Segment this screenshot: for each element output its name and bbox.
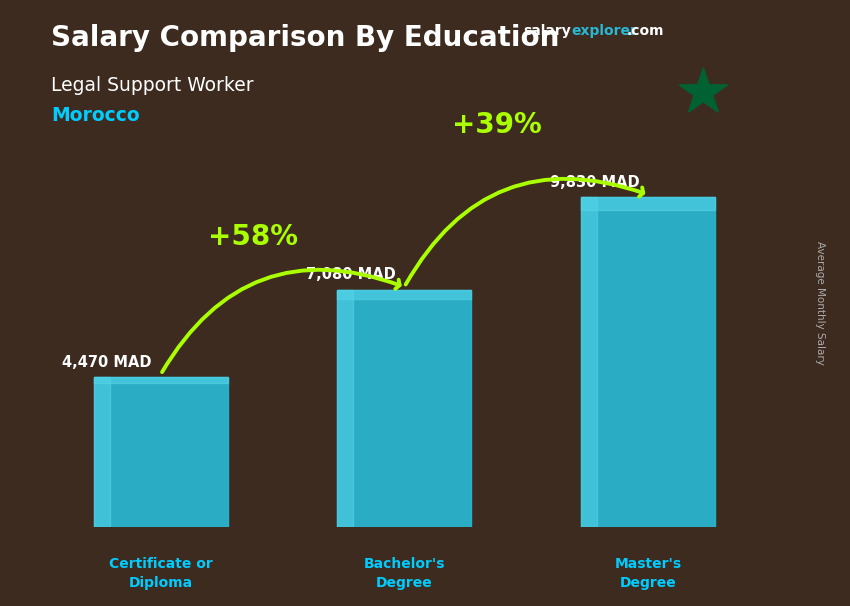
Text: .com: .com [626, 24, 664, 38]
Text: Legal Support Worker: Legal Support Worker [51, 76, 253, 95]
Text: Bachelor's
Degree: Bachelor's Degree [364, 558, 445, 590]
Text: Morocco: Morocco [51, 106, 139, 125]
Bar [581, 198, 597, 527]
Polygon shape [679, 68, 728, 112]
Text: Average Monthly Salary: Average Monthly Salary [815, 241, 825, 365]
Bar [337, 290, 471, 299]
Text: +58%: +58% [208, 224, 298, 251]
Bar [337, 290, 471, 527]
Text: salary: salary [523, 24, 570, 38]
Bar [94, 377, 228, 383]
Bar [94, 377, 110, 527]
Bar [581, 198, 715, 527]
Text: 4,470 MAD: 4,470 MAD [62, 355, 152, 370]
Bar [337, 290, 354, 527]
Bar [94, 377, 228, 527]
Text: 9,830 MAD: 9,830 MAD [550, 175, 639, 190]
Text: 7,080 MAD: 7,080 MAD [306, 267, 395, 282]
Text: +39%: +39% [452, 111, 541, 139]
Text: explorer: explorer [571, 24, 638, 38]
Text: Master's
Degree: Master's Degree [615, 558, 682, 590]
Bar [581, 198, 715, 210]
Text: Salary Comparison By Education: Salary Comparison By Education [51, 24, 559, 52]
Text: Certificate or
Diploma: Certificate or Diploma [109, 558, 212, 590]
